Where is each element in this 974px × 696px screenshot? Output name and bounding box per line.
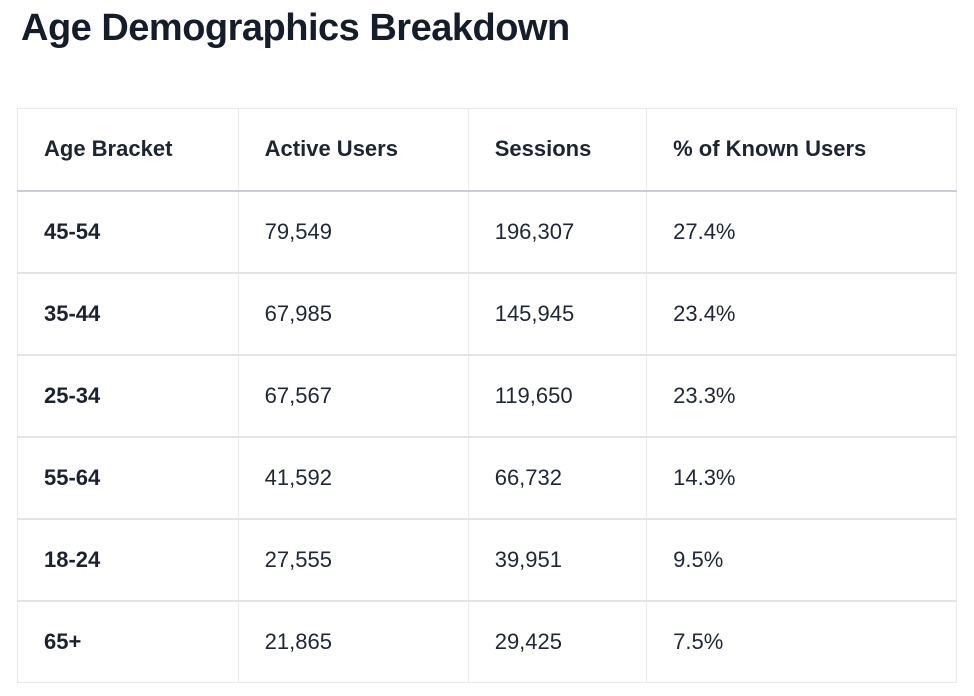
pct-known-users-cell: 9.5%: [646, 517, 957, 601]
age-bracket-cell: 45-54: [44, 218, 101, 244]
sessions-cell: 66,732: [467, 435, 647, 519]
column-header-active-users: Active Users: [237, 108, 469, 192]
active-users-cell: 79,549: [237, 190, 469, 273]
sessions-cell: 39,951: [467, 517, 647, 601]
age-bracket-cell: 55-64: [17, 435, 239, 519]
column-header-sessions: Sessions: [467, 108, 647, 192]
age-bracket-cell: 35-44: [17, 271, 239, 355]
active-users-cell: 21,865: [237, 599, 469, 683]
table-container: Age Bracket Active Users Sessions % of K…: [17, 108, 957, 683]
table-row: 45-54 79,549 196,307 27.4%: [18, 190, 957, 273]
pct-known-users-cell: 23.3%: [646, 353, 957, 437]
table-header-row: Age Bracket Active Users Sessions % of K…: [17, 108, 957, 192]
page-title: Age Demographics Breakdown: [21, 7, 570, 49]
pct-known-users-cell: 27.4%: [646, 190, 957, 273]
sessions-cell: 29,425: [467, 599, 647, 683]
table-row: 65+ 21,865 29,425 7.5%: [17, 599, 957, 683]
age-bracket-cell: 65+: [17, 599, 239, 683]
table-row: 25-34 67,567 119,650 23.3%: [17, 353, 957, 437]
active-users-cell: 67,567: [237, 353, 469, 437]
sessions-cell: 119,650: [467, 353, 647, 437]
active-users-cell: 67,985: [237, 271, 469, 355]
column-header-age-bracket: Age Bracket: [17, 108, 239, 192]
pct-known-users-cell: 23.4%: [646, 271, 957, 355]
sessions-cell: 196,307: [467, 190, 647, 273]
active-users-cell: 27,555: [237, 517, 469, 601]
table-row: 18-24 27,555 39,951 9.5%: [17, 517, 957, 601]
age-bracket-cell: 25-34: [17, 353, 239, 437]
age-bracket-cell: 18-24: [17, 517, 239, 601]
column-header-pct-known-users: % of Known Users: [646, 108, 957, 192]
table-row: 55-64 41,592 66,732 14.3%: [17, 435, 957, 519]
pct-known-users-cell: 7.5%: [646, 599, 957, 683]
age-demographics-table: Age Bracket Active Users Sessions % of K…: [17, 108, 957, 683]
table-row: 35-44 67,985 145,945 23.4%: [17, 271, 957, 355]
active-users-cell: 41,592: [237, 435, 469, 519]
pct-known-users-cell: 14.3%: [646, 435, 957, 519]
sessions-cell: 145,945: [467, 271, 647, 355]
